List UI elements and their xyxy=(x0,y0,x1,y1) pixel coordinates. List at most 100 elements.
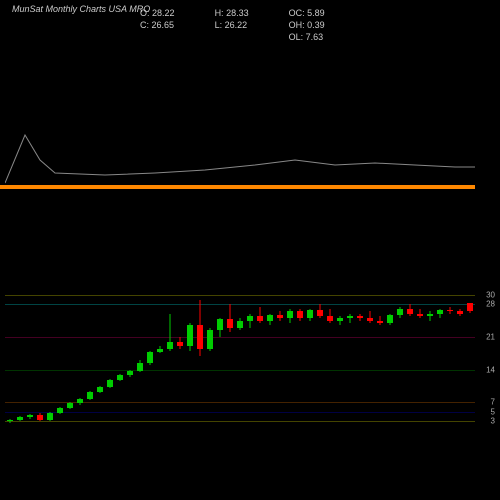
candle xyxy=(397,295,403,435)
candle-wick xyxy=(370,311,371,323)
candle-body xyxy=(457,311,463,313)
candle xyxy=(17,295,23,435)
candle-body xyxy=(437,310,443,314)
candle xyxy=(317,295,323,435)
candle xyxy=(437,295,443,435)
y-axis-label: 30 xyxy=(486,291,495,300)
y-axis-label: 7 xyxy=(491,398,495,407)
candle xyxy=(237,295,243,435)
candle xyxy=(127,295,133,435)
oc-label: OC: xyxy=(289,8,305,18)
candle-body xyxy=(237,321,243,328)
candle-body xyxy=(217,319,223,330)
candle xyxy=(327,295,333,435)
candle-body xyxy=(157,349,163,352)
candle xyxy=(267,295,273,435)
candle-body xyxy=(397,309,403,315)
candle-body xyxy=(197,325,203,348)
candle-body xyxy=(7,420,13,421)
candle-body xyxy=(27,415,33,417)
candle xyxy=(287,295,293,435)
candle-body xyxy=(147,352,153,363)
candle-body xyxy=(427,314,433,316)
y-axis-label: 14 xyxy=(486,365,495,374)
candle-body xyxy=(187,325,193,346)
candle xyxy=(297,295,303,435)
y-axis-label: 28 xyxy=(486,300,495,309)
o-value: 28.22 xyxy=(152,8,175,18)
candle-body xyxy=(37,415,43,420)
candle xyxy=(257,295,263,435)
candle xyxy=(447,295,453,435)
candle-body xyxy=(107,380,113,387)
candle-body xyxy=(387,315,393,323)
chart-title: MunSat Monthly Charts USA MRO xyxy=(12,4,150,14)
candle xyxy=(307,295,313,435)
candle-body xyxy=(57,408,63,413)
candle-body xyxy=(177,342,183,347)
ol-label: OL: xyxy=(289,32,304,42)
candle xyxy=(67,295,73,435)
candle-body xyxy=(167,342,173,349)
volume-axis xyxy=(0,185,475,189)
candle-body xyxy=(47,413,53,420)
candle-body xyxy=(117,375,123,380)
candle xyxy=(227,295,233,435)
candle xyxy=(207,295,213,435)
oh-label: OH: xyxy=(289,20,305,30)
o-label: O: xyxy=(140,8,150,18)
candle xyxy=(147,295,153,435)
candle xyxy=(27,295,33,435)
candle-body xyxy=(267,315,273,321)
candle xyxy=(77,295,83,435)
candle xyxy=(277,295,283,435)
c-label: C: xyxy=(140,20,149,30)
h-value: 28.33 xyxy=(226,8,249,18)
candle xyxy=(47,295,53,435)
candle xyxy=(247,295,253,435)
candle-body xyxy=(357,316,363,318)
candle xyxy=(347,295,353,435)
candle xyxy=(337,295,343,435)
candle-body xyxy=(447,310,453,311)
candle xyxy=(167,295,173,435)
candle-body xyxy=(277,315,283,319)
candle-body xyxy=(227,319,233,327)
y-axis-label: 3 xyxy=(491,417,495,426)
l-label: L: xyxy=(215,20,223,30)
candle xyxy=(37,295,43,435)
candle-body xyxy=(17,417,23,420)
candle xyxy=(57,295,63,435)
candle xyxy=(177,295,183,435)
ohlc-panel: O: 28.22 H: 28.33 OC: 5.89 C: 26.65 L: 2… xyxy=(140,8,325,42)
oc-value: 5.89 xyxy=(307,8,325,18)
candle-body xyxy=(87,392,93,399)
candle xyxy=(197,295,203,435)
candle-body xyxy=(367,318,373,320)
candle xyxy=(157,295,163,435)
y-axis-label: 5 xyxy=(491,407,495,416)
candle-body xyxy=(327,316,333,321)
candle xyxy=(427,295,433,435)
candle xyxy=(7,295,13,435)
candle xyxy=(87,295,93,435)
candle xyxy=(457,295,463,435)
candle-body xyxy=(317,310,323,316)
candle xyxy=(357,295,363,435)
candlestick-chart: 30282114753 xyxy=(5,295,475,435)
candle-body xyxy=(337,318,343,320)
candle xyxy=(367,295,373,435)
candle-body xyxy=(287,311,293,318)
candle xyxy=(117,295,123,435)
volume-line-chart xyxy=(5,125,475,185)
candle-body xyxy=(407,309,413,314)
ol-value: 7.63 xyxy=(306,32,324,42)
candle-body xyxy=(347,316,353,318)
candle xyxy=(107,295,113,435)
candle-body xyxy=(127,371,133,376)
candle-body xyxy=(467,303,473,310)
candle-body xyxy=(307,310,313,318)
candle-body xyxy=(207,330,213,349)
candle xyxy=(377,295,383,435)
candle-body xyxy=(297,311,303,318)
